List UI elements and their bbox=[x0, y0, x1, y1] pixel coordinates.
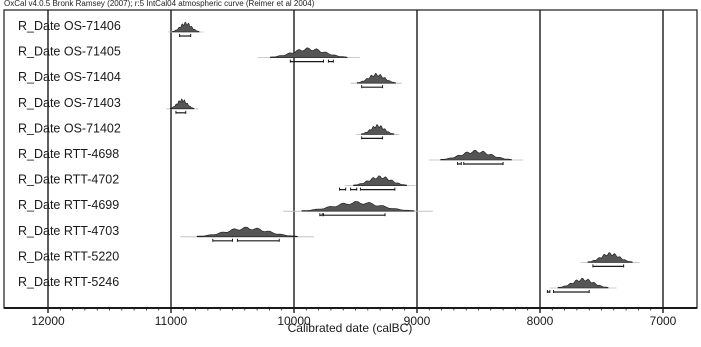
range-bracket-r-date-os-71403-0 bbox=[175, 110, 187, 114]
distribution-r-date-os-71406 bbox=[172, 21, 200, 33]
distribution-r-date-rtt-4699 bbox=[301, 201, 415, 212]
tick-label-8000: 8000 bbox=[527, 314, 554, 328]
range-bracket-r-date-rtt-4702-0 bbox=[339, 187, 347, 191]
range-bracket-r-date-os-71405-0 bbox=[289, 59, 325, 63]
series-label-r-date-rtt-5220: R_Date RTT-5220 bbox=[18, 249, 119, 263]
range-bracket-r-date-rtt-5246-1 bbox=[553, 290, 590, 293]
series-label-r-date-os-71403: R_Date OS-71403 bbox=[18, 96, 121, 110]
distribution-r-date-rtt-5246 bbox=[557, 277, 609, 289]
range-bracket-r-date-rtt-4703-1 bbox=[236, 238, 280, 242]
distribution-r-date-rtt-4702 bbox=[353, 175, 407, 186]
range-bracket-r-date-rtt-4699-1 bbox=[323, 213, 386, 217]
series-label-r-date-rtt-4698: R_Date RTT-4698 bbox=[18, 147, 119, 161]
range-bracket-r-date-rtt-4699-0 bbox=[319, 213, 323, 217]
series-label-r-date-rtt-5246: R_Date RTT-5246 bbox=[18, 275, 119, 289]
tick-label-10000: 10000 bbox=[277, 314, 311, 328]
series-label-r-date-rtt-4703: R_Date RTT-4703 bbox=[18, 224, 119, 238]
distribution-r-date-rtt-4703 bbox=[196, 226, 298, 238]
range-bracket-r-date-os-71405-1 bbox=[327, 59, 334, 63]
tick-label-9000: 9000 bbox=[404, 314, 431, 328]
tick-label-12000: 12000 bbox=[31, 314, 65, 328]
series-label-r-date-os-71405: R_Date OS-71405 bbox=[18, 45, 121, 59]
range-bracket-r-date-os-71406-0 bbox=[179, 34, 192, 37]
range-bracket-r-date-rtt-4702-2 bbox=[359, 187, 396, 191]
distribution-r-date-os-71403 bbox=[170, 98, 195, 110]
distribution-r-date-os-71405 bbox=[270, 47, 348, 58]
tick-label-11000: 11000 bbox=[155, 314, 188, 328]
range-bracket-r-date-rtt-4698-1 bbox=[463, 162, 504, 165]
x-axis-label: Calibrated date (calBC) bbox=[288, 321, 413, 335]
distribution-r-date-rtt-4698 bbox=[440, 149, 512, 161]
chart-header-caption: OxCal v4.0.5 Bronk Ramsey (2007); r:5 In… bbox=[4, 0, 315, 8]
series-label-r-date-rtt-4699: R_Date RTT-4699 bbox=[18, 198, 119, 212]
range-bracket-r-date-os-71402-0 bbox=[361, 136, 384, 140]
distribution-r-date-os-71402 bbox=[361, 124, 395, 135]
range-bracket-r-date-rtt-4702-1 bbox=[350, 187, 358, 191]
series-label-r-date-os-71404: R_Date OS-71404 bbox=[18, 70, 121, 84]
range-bracket-r-date-os-71404-0 bbox=[361, 85, 384, 89]
range-bracket-r-date-rtt-5246-0 bbox=[546, 290, 551, 293]
distribution-r-date-os-71404 bbox=[356, 73, 396, 84]
tick-label-7000: 7000 bbox=[650, 314, 677, 328]
series-label-r-date-os-71402: R_Date OS-71402 bbox=[18, 121, 121, 135]
range-bracket-r-date-rtt-4703-0 bbox=[212, 238, 233, 242]
range-bracket-r-date-rtt-5220-0 bbox=[592, 264, 625, 268]
series-label-r-date-rtt-4702: R_Date RTT-4702 bbox=[18, 173, 119, 187]
distribution-r-date-rtt-5220 bbox=[587, 252, 633, 263]
series-label-r-date-os-71406: R_Date OS-71406 bbox=[18, 19, 121, 33]
range-bracket-r-date-rtt-4698-0 bbox=[457, 162, 462, 165]
